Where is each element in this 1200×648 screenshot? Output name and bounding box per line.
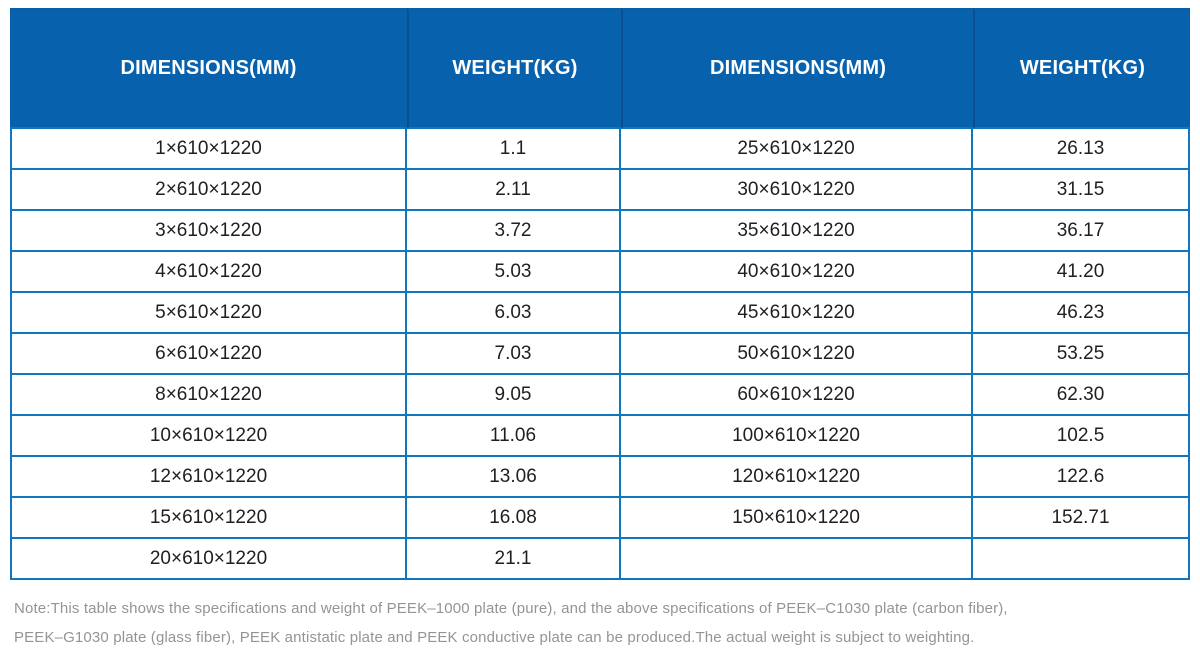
cell-dimensions-left: 12×610×1220 [10,457,407,498]
cell-dimensions-left: 4×610×1220 [10,252,407,293]
cell-dimensions-right: 35×610×1220 [621,211,973,252]
cell-dimensions-right: 50×610×1220 [621,334,973,375]
cell-weight-right: 41.20 [973,252,1190,293]
cell-dimensions-left: 10×610×1220 [10,416,407,457]
cell-dimensions-left: 3×610×1220 [10,211,407,252]
cell-dimensions-left: 6×610×1220 [10,334,407,375]
cell-weight-right: 36.17 [973,211,1190,252]
table-row: 4×610×1220 5.03 40×610×1220 41.20 [10,252,1190,293]
cell-weight-right [973,539,1190,580]
cell-dimensions-right: 150×610×1220 [621,498,973,539]
cell-weight-right: 102.5 [973,416,1190,457]
cell-weight-left: 11.06 [407,416,621,457]
table-row: 2×610×1220 2.11 30×610×1220 31.15 [10,170,1190,211]
header-row: DIMENSIONS(MM) WEIGHT(KG) DIMENSIONS(MM)… [10,8,1190,129]
table-row: 12×610×1220 13.06 120×610×1220 122.6 [10,457,1190,498]
cell-dimensions-left: 1×610×1220 [10,129,407,170]
note-text: Note:This table shows the specifications… [14,594,1186,648]
cell-weight-left: 5.03 [407,252,621,293]
col-header-weight-left: WEIGHT(KG) [407,8,621,129]
cell-weight-left: 13.06 [407,457,621,498]
cell-weight-right: 26.13 [973,129,1190,170]
cell-weight-right: 152.71 [973,498,1190,539]
cell-dimensions-right: 30×610×1220 [621,170,973,211]
col-header-dimensions-right: DIMENSIONS(MM) [621,8,973,129]
cell-weight-left: 1.1 [407,129,621,170]
cell-weight-right: 122.6 [973,457,1190,498]
spec-table: DIMENSIONS(MM) WEIGHT(KG) DIMENSIONS(MM)… [10,8,1190,580]
cell-dimensions-left: 5×610×1220 [10,293,407,334]
table-row: 10×610×1220 11.06 100×610×1220 102.5 [10,416,1190,457]
table-row: 8×610×1220 9.05 60×610×1220 62.30 [10,375,1190,416]
table-row: 20×610×1220 21.1 [10,539,1190,580]
cell-dimensions-right: 60×610×1220 [621,375,973,416]
cell-dimensions-right: 40×610×1220 [621,252,973,293]
cell-dimensions-right: 25×610×1220 [621,129,973,170]
cell-weight-left: 6.03 [407,293,621,334]
cell-dimensions-right [621,539,973,580]
table-row: 6×610×1220 7.03 50×610×1220 53.25 [10,334,1190,375]
cell-dimensions-right: 100×610×1220 [621,416,973,457]
cell-dimensions-left: 2×610×1220 [10,170,407,211]
cell-dimensions-left: 15×610×1220 [10,498,407,539]
note-line-1: Note:This table shows the specifications… [14,600,1008,617]
cell-weight-left: 3.72 [407,211,621,252]
table-row: 3×610×1220 3.72 35×610×1220 36.17 [10,211,1190,252]
cell-weight-left: 9.05 [407,375,621,416]
cell-dimensions-left: 20×610×1220 [10,539,407,580]
table-row: 1×610×1220 1.1 25×610×1220 26.13 [10,129,1190,170]
cell-weight-right: 46.23 [973,293,1190,334]
cell-weight-right: 31.15 [973,170,1190,211]
table-row: 15×610×1220 16.08 150×610×1220 152.71 [10,498,1190,539]
col-header-dimensions-left: DIMENSIONS(MM) [10,8,407,129]
cell-weight-left: 21.1 [407,539,621,580]
spec-table-body: 1×610×1220 1.1 25×610×1220 26.13 2×610×1220 2… [10,129,1190,580]
cell-dimensions-right: 120×610×1220 [621,457,973,498]
cell-weight-left: 2.11 [407,170,621,211]
cell-dimensions-left: 8×610×1220 [10,375,407,416]
cell-weight-left: 16.08 [407,498,621,539]
cell-weight-right: 53.25 [973,334,1190,375]
note-line-2: PEEK–G1030 plate (glass fiber), PEEK ant… [14,629,975,646]
cell-weight-right: 62.30 [973,375,1190,416]
spec-table-header: DIMENSIONS(MM) WEIGHT(KG) DIMENSIONS(MM)… [10,8,1190,129]
cell-dimensions-right: 45×610×1220 [621,293,973,334]
cell-weight-left: 7.03 [407,334,621,375]
col-header-weight-right: WEIGHT(KG) [973,8,1190,129]
table-row: 5×610×1220 6.03 45×610×1220 46.23 [10,293,1190,334]
